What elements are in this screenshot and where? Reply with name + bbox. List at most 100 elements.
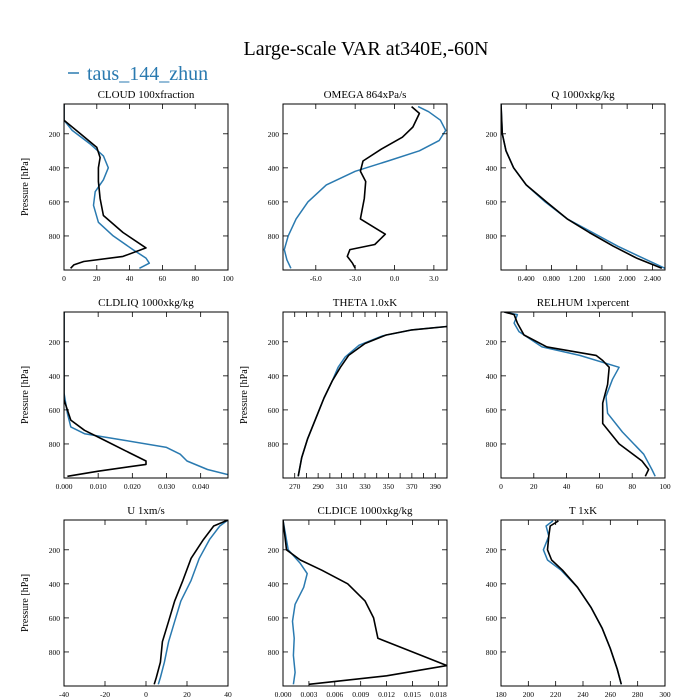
plot-frame	[500, 103, 666, 271]
series-line	[546, 520, 623, 685]
plot-frame	[500, 311, 666, 479]
x-tick-label: 0.800	[543, 274, 560, 283]
legend-label: taus_144_zhun	[87, 63, 208, 85]
panel-title: OMEGA 864xPa/s	[324, 89, 407, 101]
x-tick-label: 300	[659, 690, 671, 699]
series-line	[64, 312, 147, 478]
x-tick-label: 290	[313, 482, 325, 491]
y-tick-label: 800	[49, 232, 61, 241]
series-line	[501, 104, 663, 270]
y-tick-label: 400	[268, 580, 280, 589]
x-tick-label: 40	[126, 274, 134, 283]
y-tick-label: 200	[268, 338, 280, 347]
x-tick-label: 0.000	[275, 690, 292, 699]
series-line	[283, 105, 447, 269]
panel-title: THETA 1.0xK	[333, 297, 398, 309]
x-tick-label: 80	[191, 274, 199, 283]
panel-title: CLDLIQ 1000xkg/kg	[98, 297, 194, 309]
figure-title: Large-scale VAR at340E,-60N	[244, 38, 489, 60]
chart-panel: U 1xm/s Pressure [hPa] -40 -20 0 20 40 200 400 60…	[20, 505, 232, 699]
x-tick-label: 60	[596, 482, 604, 491]
chart-panel: Q 1000xkg/kg 0.400 0.800 1.200 1.600 2.000 2.4…	[486, 89, 666, 283]
y-tick-label: 800	[49, 440, 61, 449]
y-axis-label: Pressure [hPa]	[20, 574, 31, 632]
x-tick-label: 200	[523, 690, 535, 699]
y-tick-label: 200	[486, 338, 498, 347]
y-tick-label: 600	[49, 198, 61, 207]
y-tick-label: 400	[49, 372, 61, 381]
x-tick-label: 0.018	[430, 690, 447, 699]
x-tick-label: 40	[563, 482, 571, 491]
x-tick-label: 20	[183, 690, 191, 699]
panel-title: Q 1000xkg/kg	[551, 89, 615, 101]
panel-title: CLDICE 1000xkg/kg	[317, 505, 413, 517]
y-axis-label: Pressure [hPa]	[20, 158, 31, 216]
x-tick-label: 0	[144, 690, 148, 699]
plot-frame	[500, 519, 666, 687]
y-tick-label: 200	[49, 338, 61, 347]
x-tick-label: 1.600	[593, 274, 610, 283]
y-tick-label: 400	[268, 372, 280, 381]
series-line	[157, 520, 228, 685]
x-tick-label: 0.010	[90, 482, 107, 491]
y-tick-label: 600	[49, 406, 61, 415]
y-tick-label: 400	[268, 164, 280, 173]
series-line	[283, 520, 308, 685]
x-tick-label: 2.400	[644, 274, 661, 283]
x-tick-label: -20	[100, 690, 110, 699]
series-line	[153, 520, 228, 685]
y-tick-label: 800	[486, 232, 498, 241]
y-tick-label: 600	[486, 614, 498, 623]
plot-frame	[63, 519, 229, 687]
x-tick-label: -3.0	[349, 274, 361, 283]
chart-panel: CLOUD 100xfraction Pressure [hPa] 0 20 40 60 8…	[20, 89, 234, 283]
series-line	[501, 104, 665, 269]
x-tick-label: 1.200	[568, 274, 585, 283]
series-line	[504, 312, 656, 477]
plot-frame	[282, 311, 448, 479]
plot-frame	[63, 311, 229, 479]
y-tick-label: 400	[486, 372, 498, 381]
y-tick-label: 800	[486, 648, 498, 657]
x-tick-label: 0.015	[404, 690, 421, 699]
chart-panel: OMEGA 864xPa/s -6.0 -3.0 0.0 3.0 200 400 600 800	[268, 89, 448, 283]
x-tick-label: 0.400	[518, 274, 535, 283]
y-axis-label: Pressure [hPa]	[239, 366, 250, 424]
y-tick-label: 800	[268, 232, 280, 241]
panels: CLOUD 100xfraction Pressure [hPa] 0 20 40 60 8…	[20, 89, 671, 699]
y-tick-label: 200	[49, 130, 61, 139]
y-tick-label: 600	[486, 406, 498, 415]
x-tick-label: 60	[159, 274, 167, 283]
x-tick-label: 0.003	[300, 690, 317, 699]
x-tick-label: 100	[659, 482, 671, 491]
x-tick-label: 20	[530, 482, 538, 491]
series-line	[504, 312, 650, 477]
y-tick-label: 400	[49, 580, 61, 589]
y-tick-label: 600	[486, 198, 498, 207]
y-tick-label: 200	[486, 546, 498, 555]
series-line	[297, 325, 447, 477]
series-line	[64, 104, 147, 269]
y-tick-label: 600	[268, 614, 280, 623]
x-tick-label: 80	[628, 482, 636, 491]
chart-panel: T 1xK 180 200 220 240 260 280 300 200 400 600 800	[486, 505, 671, 699]
series-line	[542, 520, 623, 685]
y-tick-label: 200	[268, 546, 280, 555]
y-tick-label: 800	[486, 440, 498, 449]
x-tick-label: -6.0	[310, 274, 322, 283]
y-tick-label: 400	[486, 580, 498, 589]
x-tick-label: 20	[93, 274, 101, 283]
series-line	[297, 325, 447, 477]
y-tick-label: 200	[268, 130, 280, 139]
x-tick-label: 180	[495, 690, 507, 699]
chart-panel: CLDICE 1000xkg/kg 0.000 0.003 0.006 0.009 0.0…	[268, 505, 448, 699]
x-tick-label: 0.0	[390, 274, 400, 283]
chart-panel: THETA 1.0xK Pressure [hPa] 270 290 310 330 350…	[239, 297, 448, 491]
y-tick-label: 200	[486, 130, 498, 139]
x-tick-label: 270	[289, 482, 301, 491]
panel-title: T 1xK	[569, 505, 597, 517]
x-tick-label: 390	[430, 482, 442, 491]
plot-frame	[282, 519, 448, 687]
x-tick-label: 2.000	[619, 274, 636, 283]
x-tick-label: 370	[406, 482, 418, 491]
